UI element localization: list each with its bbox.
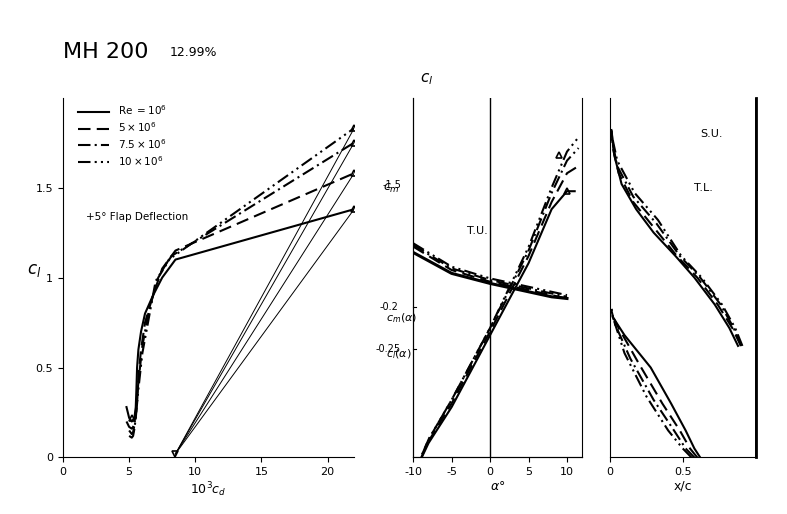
Text: T.U.: T.U. xyxy=(467,226,488,236)
Text: T.L.: T.L. xyxy=(694,183,713,193)
Text: $c_l(\alpha)$: $c_l(\alpha)$ xyxy=(386,347,412,360)
X-axis label: x/c: x/c xyxy=(674,480,692,493)
Text: $c_m$: $c_m$ xyxy=(382,182,400,195)
Legend: Re $= 10^6$, $5\times10^6$, $7.5\times10^6$, $10\times10^6$: Re $= 10^6$, $5\times10^6$, $7.5\times10… xyxy=(74,99,171,172)
Text: -0.25: -0.25 xyxy=(376,344,401,354)
X-axis label: $\alpha°$: $\alpha°$ xyxy=(490,480,505,493)
Text: -1.5: -1.5 xyxy=(382,179,401,190)
Text: S.U.: S.U. xyxy=(700,129,722,139)
Text: $c_l$: $c_l$ xyxy=(27,261,41,280)
Text: $c_l$: $c_l$ xyxy=(420,71,433,87)
Text: $c_m(\alpha)$: $c_m(\alpha)$ xyxy=(386,311,417,324)
Text: +5° Flap Deflection: +5° Flap Deflection xyxy=(87,212,189,222)
Text: -0.2: -0.2 xyxy=(379,302,398,312)
Text: MH 200: MH 200 xyxy=(63,42,149,62)
Text: 12.99%: 12.99% xyxy=(169,46,216,59)
X-axis label: $10^3c_d$: $10^3c_d$ xyxy=(190,480,227,499)
